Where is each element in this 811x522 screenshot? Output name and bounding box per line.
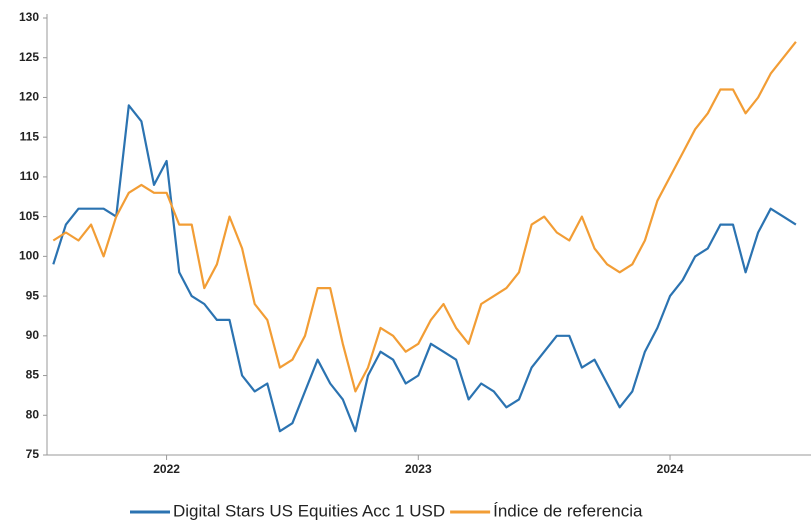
- x-tick-label: 2023: [405, 462, 432, 476]
- y-tick-label: 80: [26, 407, 40, 421]
- y-tick-label: 85: [26, 368, 40, 382]
- y-tick-label: 125: [19, 50, 39, 64]
- y-tick-label: 115: [20, 129, 40, 143]
- series-line: [52, 41, 797, 393]
- y-tick-label: 110: [20, 169, 40, 183]
- x-tick-label: 2024: [657, 462, 684, 476]
- y-tick-label: 105: [19, 209, 39, 223]
- y-tick-label: 130: [19, 10, 39, 24]
- x-tick-label: 2022: [153, 462, 180, 476]
- legend-label: Índice de referencia: [493, 501, 643, 520]
- series-line: [52, 104, 797, 433]
- y-tick-label: 100: [19, 249, 39, 263]
- legend-label: Digital Stars US Equities Acc 1 USD: [173, 501, 445, 520]
- y-tick-label: 75: [26, 447, 40, 461]
- y-tick-label: 120: [19, 90, 39, 104]
- y-tick-label: 90: [26, 328, 40, 342]
- y-tick-label: 95: [26, 288, 40, 302]
